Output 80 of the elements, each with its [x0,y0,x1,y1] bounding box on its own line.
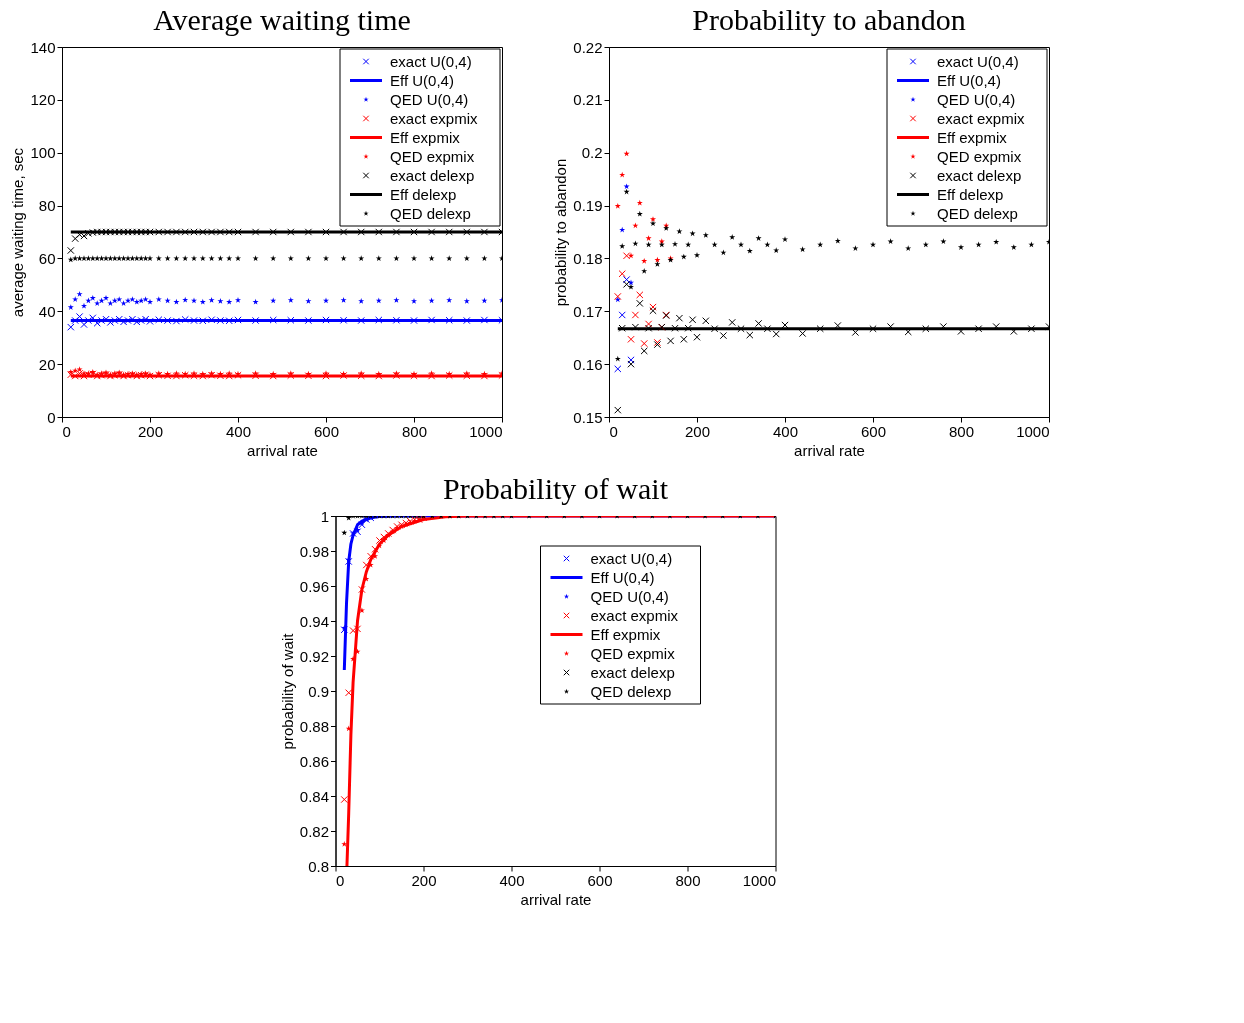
x-tick-label: 0 [609,422,618,440]
y-tick-label: 0.21 [573,91,603,109]
x-tick-label: 600 [587,871,613,889]
legend-label: exact expmix [590,606,679,624]
y-tick-label: 0.16 [573,355,603,373]
y-axis-title: probability of wait [278,632,296,750]
y-tick-label: 0.18 [573,249,603,267]
legend-label: QED delexp [390,204,471,222]
x-tick-label: 400 [772,422,799,440]
x-axis-title: arrival rate [520,890,592,908]
x-tick-label: 600 [860,422,887,440]
legend-label: Eff U(0,4) [590,568,655,586]
x-tick-label: 800 [675,871,701,889]
y-tick-label: 0.17 [573,302,603,320]
x-axis-title: arrival rate [794,441,865,459]
legend-label: QED U(0,4) [390,90,469,108]
y-tick-label: 0.86 [299,752,329,770]
legend-label: QED U(0,4) [590,587,669,605]
y-tick-label: 0.8 [308,857,329,875]
y-tick-label: 0.82 [299,822,329,840]
y-tick-label: 140 [30,38,56,56]
chart-title: Average waiting time [153,3,411,36]
legend-label: Eff expmix [390,128,461,146]
y-tick-label: 0.19 [573,197,603,215]
y-tick-label: 0.94 [299,612,329,630]
x-tick-label: 200 [411,871,437,889]
y-tick-label: 1 [320,507,329,525]
x-tick-label: 200 [684,422,711,440]
x-tick-label: 800 [401,422,428,440]
y-tick-label: 0.84 [299,787,329,805]
legend-label: exact delexp [590,663,675,681]
y-axis-title: probability to abandon [552,158,570,307]
legend-label: exact delexp [390,166,475,184]
x-tick-label: 600 [313,422,340,440]
x-tick-label: 0 [336,871,345,889]
legend-label: exact U(0,4) [590,549,673,567]
legend-label: Eff U(0,4) [390,71,454,89]
legend-label: exact expmix [390,109,479,127]
y-tick-label: 0.9 [308,682,329,700]
chart-title: Probability of wait [443,472,669,505]
y-tick-label: 60 [38,249,56,267]
legend-label: Eff delexp [937,185,1004,203]
x-tick-label: 1000 [742,871,776,889]
y-tick-label: 0.98 [299,542,329,560]
legend-label: Eff U(0,4) [937,71,1001,89]
y-tick-label: 0 [47,408,56,426]
y-axis-title: average waiting time, sec [9,147,27,318]
legend-label: QED U(0,4) [937,90,1016,108]
y-tick-label: 120 [30,91,56,109]
legend-label: exact expmix [937,109,1026,127]
legend-label: QED delexp [937,204,1018,222]
y-tick-label: 0.15 [573,408,603,426]
legend-label: QED delexp [590,682,672,700]
chart-title: Probability to abandon [692,3,966,36]
y-tick-label: 100 [30,144,56,162]
legend-label: QED expmix [590,644,676,662]
legend-label: QED expmix [937,147,1022,165]
x-tick-label: 400 [499,871,525,889]
y-tick-label: 0.22 [573,38,603,56]
y-tick-label: 0.96 [299,577,329,595]
y-tick-label: 0.88 [299,717,329,735]
x-axis-title: arrival rate [247,441,318,459]
x-tick-label: 200 [137,422,164,440]
x-tick-label: 400 [225,422,252,440]
x-tick-label: 800 [948,422,975,440]
x-tick-label: 1000 [1016,422,1050,440]
legend-label: Eff expmix [590,625,661,643]
legend-label: exact U(0,4) [937,52,1019,70]
y-tick-label: 40 [38,302,56,320]
y-tick-label: 0.2 [581,144,603,162]
y-tick-label: 0.92 [299,647,329,665]
y-tick-label: 80 [38,197,56,215]
legend-label: Eff expmix [937,128,1008,146]
legend-label: QED expmix [390,147,475,165]
x-tick-label: 1000 [469,422,503,440]
x-tick-label: 0 [62,422,71,440]
legend-label: Eff delexp [390,185,457,203]
legend-label: exact U(0,4) [390,52,472,70]
legend-label: exact delexp [937,166,1022,184]
y-tick-label: 20 [38,355,56,373]
